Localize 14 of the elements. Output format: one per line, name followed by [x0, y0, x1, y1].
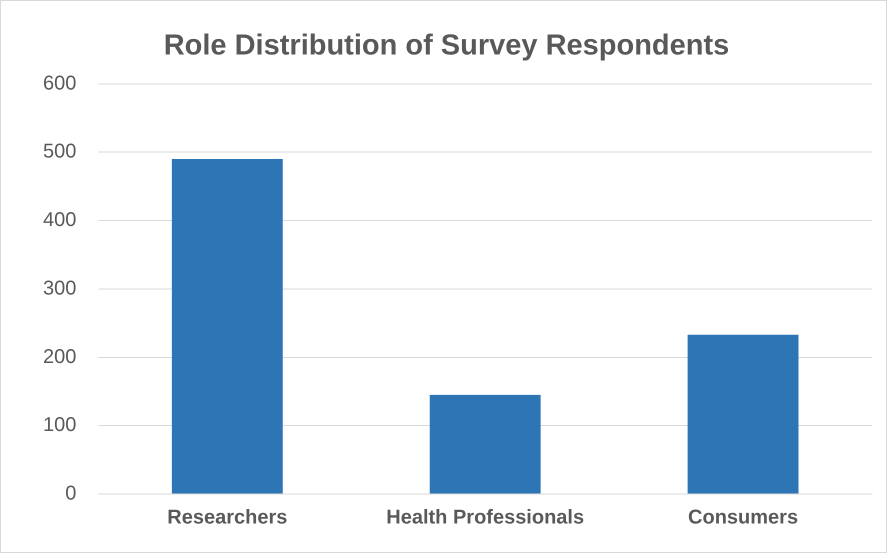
bar — [172, 159, 283, 494]
x-tick-label: Health Professionals — [386, 506, 584, 529]
x-tick-label: Researchers — [167, 506, 288, 529]
y-tick-label: 0 — [65, 482, 76, 505]
y-tick-label: 600 — [42, 72, 76, 94]
y-tick-label: 400 — [42, 209, 76, 232]
bar — [688, 334, 799, 494]
y-tick-label: 100 — [42, 414, 76, 436]
chart-title: Role Distribution of Survey Respondents — [164, 29, 730, 62]
x-tick-label: Consumers — [688, 506, 798, 529]
y-tick-label: 200 — [42, 346, 76, 368]
y-tick-label: 300 — [42, 277, 76, 300]
bar — [430, 394, 541, 494]
y-tick-label: 500 — [42, 140, 76, 163]
